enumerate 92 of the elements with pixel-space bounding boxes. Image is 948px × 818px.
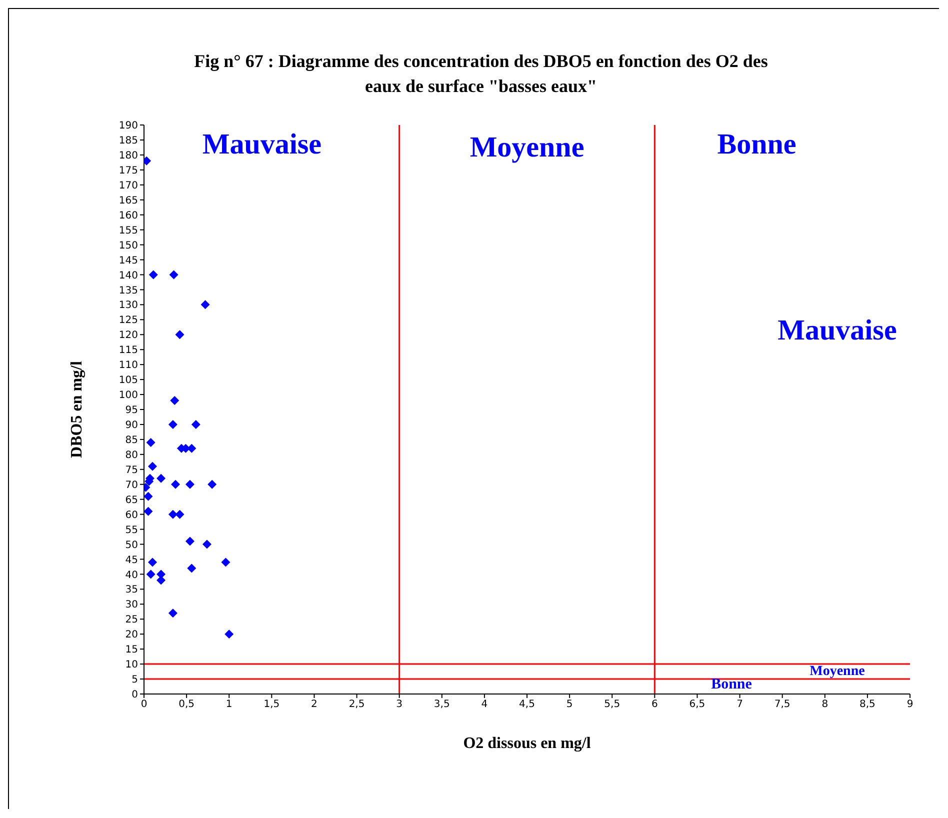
- point: [156, 474, 166, 483]
- y-tick-label: 125: [118, 315, 138, 326]
- x-tick-label: 0: [140, 699, 148, 710]
- y-tick-label: 185: [118, 136, 138, 147]
- y-tick-label: 160: [118, 210, 138, 222]
- y-tick-label: 20: [125, 630, 138, 641]
- y-tick-label: 80: [125, 450, 138, 461]
- y-tick-label: 85: [125, 434, 138, 446]
- y-tick-label: 45: [125, 554, 138, 566]
- y-tick-label: 0: [132, 690, 138, 701]
- y-tick-label: 120: [118, 330, 138, 342]
- point: [185, 480, 194, 489]
- point: [191, 420, 200, 429]
- y-tick-label: 95: [125, 405, 138, 416]
- y-tick-label: 55: [125, 524, 138, 536]
- point: [148, 462, 158, 471]
- y-tick-label: 30: [125, 600, 138, 611]
- point: [169, 270, 178, 280]
- y-tick-label: 180: [118, 150, 138, 162]
- annotation: Moyenne: [470, 132, 584, 164]
- x-tick-label: 4,5: [519, 699, 535, 710]
- x-tick-label: 6,5: [689, 699, 706, 710]
- y-tick-label: 35: [125, 584, 138, 596]
- annotation: Mauvaise: [202, 128, 322, 160]
- annotation: Bonne: [711, 676, 752, 692]
- point: [175, 330, 184, 340]
- point: [148, 558, 158, 567]
- y-tick-label: 130: [118, 300, 138, 312]
- point: [168, 510, 178, 519]
- x-tick-label: 1,5: [264, 699, 280, 710]
- x-tick-label: 3,5: [434, 699, 450, 710]
- point: [224, 630, 234, 639]
- chart-title: Fig n° 67 : Diagramme des concentration des DBO5 en fonction des O2 des eaux de surface "basses eaux": [193, 50, 769, 98]
- point: [168, 420, 178, 429]
- annotation: Mauvaise: [778, 314, 897, 346]
- y-tick-label: 140: [118, 270, 138, 282]
- x-tick-label: 5,5: [604, 699, 620, 710]
- y-tick-label: 105: [118, 375, 138, 386]
- x-tick-label: 2: [311, 699, 318, 710]
- y-tick-label: 175: [118, 165, 138, 176]
- y-axis-title: DBO5 en mg/l: [68, 360, 86, 458]
- point: [144, 506, 153, 516]
- y-tick-label: 135: [118, 285, 138, 296]
- x-tick-label: 7,5: [774, 699, 790, 710]
- x-tick-label: 9: [906, 699, 914, 710]
- x-tick-label: 0,5: [178, 699, 195, 710]
- x-axis-title: O2 dissous en mg/l: [463, 735, 592, 752]
- x-tick-label: 6: [651, 699, 658, 710]
- x-tick-label: 3: [396, 699, 403, 710]
- x-tick-label: 8,5: [859, 699, 876, 710]
- y-tick-label: 15: [125, 644, 138, 656]
- annotation: Bonne: [717, 128, 796, 160]
- point: [175, 510, 184, 519]
- point: [185, 536, 194, 546]
- x-tick-label: 7: [736, 699, 743, 710]
- y-tick-label: 5: [132, 674, 138, 686]
- x-tick-label: 4: [481, 699, 488, 710]
- y-tick-label: 155: [118, 225, 138, 236]
- y-tick-label: 170: [118, 180, 138, 192]
- point: [168, 608, 178, 618]
- y-tick-label: 100: [118, 390, 138, 402]
- y-tick-label: 90: [125, 420, 138, 432]
- y-tick-label: 70: [125, 480, 138, 491]
- point: [146, 438, 156, 447]
- x-tick-label: 5: [566, 699, 573, 710]
- y-tick-label: 110: [118, 360, 138, 372]
- y-tick-label: 150: [118, 240, 138, 252]
- point: [221, 558, 230, 567]
- x-tick-label: 1: [226, 699, 232, 710]
- y-tick-label: 65: [125, 494, 138, 506]
- y-tick-label: 50: [125, 540, 138, 551]
- y-tick-label: 165: [118, 195, 138, 206]
- y-tick-label: 25: [125, 614, 138, 626]
- point: [202, 540, 212, 549]
- y-tick-label: 190: [118, 120, 138, 132]
- point: [208, 480, 217, 489]
- y-tick-label: 115: [118, 345, 138, 356]
- y-tick-label: 10: [125, 660, 138, 671]
- point: [200, 300, 210, 310]
- y-tick-label: 145: [118, 255, 138, 266]
- x-tick-label: 8: [822, 699, 828, 710]
- annotation: Moyenne: [810, 664, 865, 679]
- x-tick-label: 2,5: [348, 699, 365, 710]
- y-tick-label: 60: [125, 510, 138, 521]
- point: [148, 270, 158, 280]
- point: [187, 564, 196, 573]
- point: [144, 492, 153, 501]
- point: [170, 480, 180, 489]
- point: [146, 570, 156, 579]
- point: [170, 396, 180, 406]
- y-tick-label: 40: [125, 570, 138, 581]
- y-tick-label: 75: [125, 464, 138, 476]
